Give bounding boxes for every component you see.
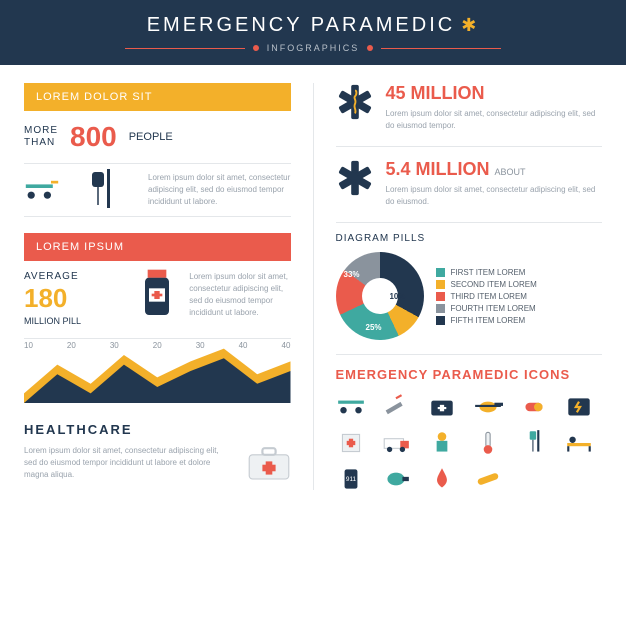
lorem-text: Lorem ipsum dolor sit amet, consectetur … (189, 271, 290, 319)
donut-chart: 33%10%25% FIRST ITEM LOREMSECOND ITEM LO… (336, 252, 603, 340)
iv-drip-icon (519, 428, 549, 454)
left-column: LOREM DOLOR SIT MORE THAN 800 PEOPLE Lor… (24, 83, 291, 490)
iv-drip-icon (86, 176, 122, 204)
pill-icon (519, 392, 549, 418)
stat-value: 45 MILLION (386, 83, 603, 104)
medicine-bottle-icon (137, 271, 177, 317)
star-of-life-icon (336, 83, 374, 126)
ambulance-icon (381, 428, 411, 454)
stat-800-people: MORE THAN 800 PEOPLE (24, 121, 291, 153)
thermometer-icon (473, 428, 503, 454)
firstaid-kit-icon (247, 445, 291, 483)
stat-180-pill: AVERAGE 180 MILLION PILL Lorem ipsum dol… (24, 271, 291, 326)
icon-grid: 911 (336, 392, 603, 490)
svg-text:911: 911 (345, 476, 356, 483)
legend-item: SECOND ITEM LOREM (436, 280, 537, 289)
syringe-icon (381, 392, 411, 418)
helicopter-icon (473, 392, 503, 418)
icons-section-title: EMERGENCY PARAMEDIC ICONS (336, 354, 603, 382)
stat-value: 800 (70, 121, 117, 153)
legend-item: FIFTH ITEM LOREM (436, 316, 537, 325)
pie-title: DIAGRAM PILLS (336, 222, 603, 244)
stat-value: 5.4 MILLION ABOUT (386, 159, 603, 180)
stat-45-million: 45 MILLION Lorem ipsum dolor sit amet, c… (336, 83, 603, 132)
doctor-icon (427, 428, 457, 454)
healthcare-title: HEALTHCARE (24, 422, 291, 437)
stat-5-4-million: 5.4 MILLION ABOUT Lorem ipsum dolor sit … (336, 146, 603, 208)
column-divider (313, 83, 314, 490)
right-column: 45 MILLION Lorem ipsum dolor sit amet, c… (336, 83, 603, 490)
subtitle-bar: INFOGRAPHICS (0, 43, 626, 53)
legend-item: THIRD ITEM LOREM (436, 292, 537, 301)
star-of-life-icon (336, 159, 374, 202)
ambu-bag-icon (381, 464, 411, 490)
pie-legend: FIRST ITEM LOREM SECOND ITEM LOREM THIRD I… (436, 265, 537, 328)
section-bar-2: LOREM IPSUM (24, 233, 291, 261)
stat-body: Lorem ipsum dolor sit amet, consectetur … (386, 184, 603, 208)
firstaid-bag-icon (427, 392, 457, 418)
subtitle: INFOGRAPHICS (267, 43, 360, 53)
blood-drop-icon (427, 464, 457, 490)
legend-item: FOURTH ITEM LOREM (436, 304, 537, 313)
stat-unit: PEOPLE (129, 131, 173, 143)
lorem-text: Lorem ipsum dolor sit amet, consectetur … (148, 172, 291, 208)
icon-row-1: Lorem ipsum dolor sit amet, consectetur … (24, 163, 291, 217)
healthcare-body: Lorem ipsum dolor sit amet, consectetur … (24, 445, 233, 481)
page-header: EMERGENCY PARAMEDIC✱ INFOGRAPHICS (0, 0, 626, 65)
stretcher-icon (24, 176, 60, 204)
legend-item: FIRST ITEM LOREM (436, 268, 537, 277)
page-title: EMERGENCY PARAMEDIC✱ (0, 14, 626, 37)
stat-value: 180 (24, 283, 125, 314)
stat-body: Lorem ipsum dolor sit amet, consectetur … (386, 108, 603, 132)
stat-unit: MILLION PILL (24, 316, 125, 326)
star-of-life-icon: ✱ (461, 15, 479, 35)
triangle-chart: 10203020304040 (24, 338, 291, 406)
defibrillator-icon (564, 392, 594, 418)
section-bar-1: LOREM DOLOR SIT (24, 83, 291, 111)
stretcher-icon (336, 392, 366, 418)
hospital-icon (336, 428, 366, 454)
patient-bed-icon (564, 428, 594, 454)
stat-label: AVERAGE (24, 271, 125, 283)
phone-911-icon: 911 (336, 464, 366, 490)
stat-label: MORE THAN (24, 125, 58, 149)
bandage-icon (473, 464, 503, 490)
